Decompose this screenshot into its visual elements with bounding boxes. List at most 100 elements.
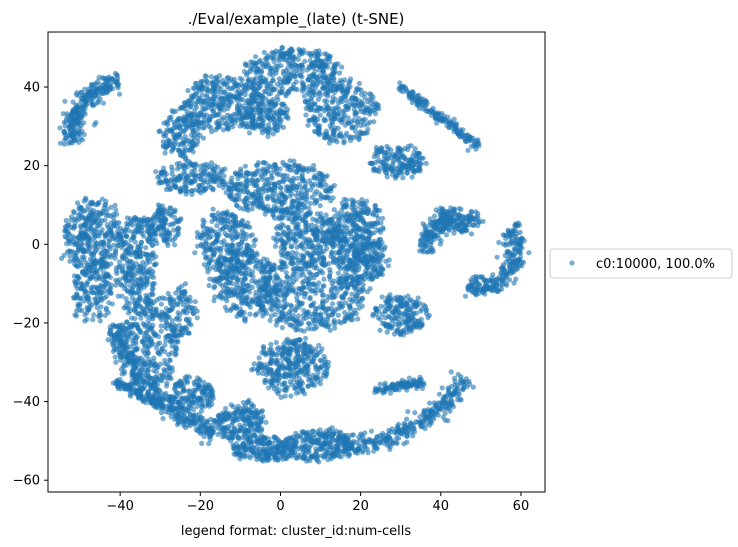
scatter-point [111,211,117,217]
scatter-point [183,176,189,182]
scatter-point [259,130,266,136]
scatter-point [81,198,87,204]
scatter-point [62,131,68,137]
scatter-point [191,93,197,99]
scatter-point [176,147,182,153]
scatter-point [168,178,174,184]
scatter-point [444,122,450,128]
scatter-point [275,127,281,134]
scatter-point [93,120,99,126]
scatter-point [336,132,342,138]
scatter-point [262,182,268,188]
scatter-point [103,293,109,299]
scatter-point [174,338,180,344]
scatter-point [173,351,179,357]
scatter-point [219,275,225,281]
scatter-point [131,307,137,313]
scatter-point [322,174,328,180]
scatter-point [94,305,100,311]
scatter-point [281,101,287,107]
scatter-point [212,166,218,173]
scatter-point [226,101,232,107]
scatter-point [266,115,272,121]
scatter-point [213,237,220,243]
scatter-point [313,188,319,194]
scatter-point [321,85,327,91]
scatter-point [279,204,285,210]
scatter-point [168,301,174,307]
scatter-point [114,228,121,234]
scatter-point [133,228,139,234]
scatter-point [156,180,162,186]
scatter-point [336,84,342,90]
scatter-point [174,382,180,388]
scatter-point [283,162,289,168]
scatter-point [312,236,318,242]
scatter-point [97,318,103,324]
scatter-point [233,111,239,117]
scatter-point [88,237,94,243]
scatter-point [185,158,191,164]
scatter-point [209,218,215,224]
scatter-point [140,269,146,275]
scatter-point [173,136,179,142]
scatter-point [220,185,226,191]
scatter-point [316,251,322,257]
scatter-point [194,315,200,321]
scatter-point [301,93,307,99]
scatter-point [60,111,66,117]
scatter-point [197,132,203,138]
scatter-point [346,134,353,140]
scatter-point [192,299,198,305]
scatter-point [405,146,411,153]
scatter-point [242,163,248,169]
scatter-point [134,321,140,327]
scatter-point [228,228,234,234]
scatter-point [241,113,248,119]
scatter-point [69,137,75,143]
scatter-point [397,147,403,153]
scatter-point [345,106,351,113]
scatter-point [250,59,256,66]
scatter-point [185,164,191,170]
scatter-point [98,211,104,217]
scatter-point [305,90,311,96]
scatter-point [328,78,334,84]
scatter-point [246,98,252,104]
scatter-point [343,89,349,95]
scatter-point [271,235,277,241]
scatter-point [158,328,164,334]
scatter-point [160,139,166,145]
scatter-point [269,186,275,192]
scatter-point [367,119,373,125]
scatter-point [307,65,313,71]
scatter-point [152,237,159,243]
scatter-point [243,206,250,212]
scatter-point [198,167,204,173]
scatter-point [103,249,109,255]
scatter-point [168,307,174,313]
scatter-point [112,202,118,208]
scatter-point [335,61,341,67]
scatter-point [225,248,231,254]
scatter-point [183,183,189,189]
scatter-point [228,263,234,269]
scatter-point [244,188,250,194]
scatter-point [377,149,383,155]
scatter-point [174,316,180,322]
scatter-point [231,288,238,294]
scatter-point [234,197,240,203]
scatter-point [362,95,368,101]
scatter-point [345,83,351,90]
scatter-point [465,147,471,153]
scatter-point [177,186,183,193]
scatter-point [325,93,331,99]
scatter-point [144,279,151,285]
scatter-point [106,228,112,234]
scatter-point [372,107,378,113]
scatter-point [375,167,381,173]
scatter-point [317,58,324,64]
scatter-point [228,93,234,99]
scatter-point [82,111,88,117]
scatter-point [233,219,239,225]
